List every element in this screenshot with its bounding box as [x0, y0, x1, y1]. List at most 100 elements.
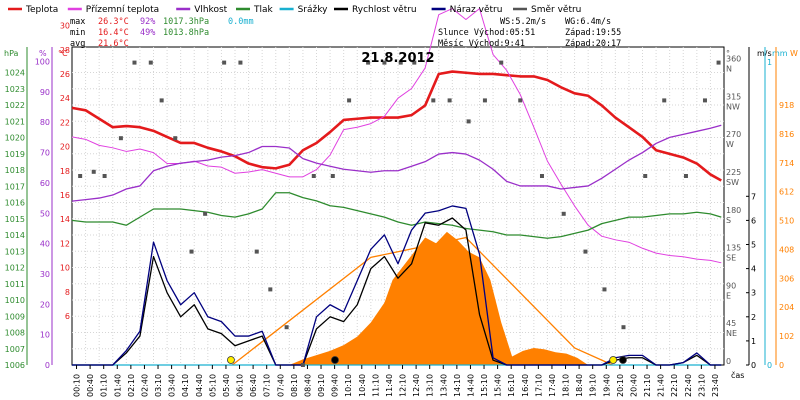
wind-direction-point — [447, 98, 452, 103]
w-tick-label: 408 — [779, 245, 794, 254]
mm-tick-label: 1 — [767, 58, 772, 67]
direction-tick-degrees: 135 — [726, 244, 741, 253]
x-tick-label: 21:10 — [643, 374, 652, 397]
wind-direction-point — [284, 325, 289, 330]
x-axis-label: čas — [731, 370, 744, 380]
degc-tick-label: 20 — [60, 143, 70, 152]
direction-tick-label: SE — [726, 254, 736, 263]
x-tick-label: 14:10 — [453, 374, 462, 397]
direction-tick-label: NE — [726, 329, 737, 338]
ms-tick-label: 0 — [751, 361, 756, 370]
degc-tick-label: 10 — [60, 264, 70, 273]
pct-tick-label: 100 — [35, 58, 50, 67]
x-tick-label: 02:40 — [140, 374, 149, 397]
hpa-tick-label: 1018 — [5, 166, 25, 175]
x-tick-label: 05:40 — [222, 374, 231, 397]
hpa-tick-label: 1012 — [5, 264, 25, 273]
axis-header-pct: % — [39, 49, 47, 58]
x-tick-label: 22:10 — [670, 374, 679, 397]
hpa-tick-label: 1013 — [5, 247, 25, 256]
x-tick-label: 00:40 — [86, 374, 95, 397]
legend-label: Směr větru — [531, 5, 581, 15]
degc-tick-label: 26 — [60, 70, 70, 79]
stat-value: 1017.3hPa — [163, 17, 209, 27]
legend-label: Rychlost větru — [352, 5, 417, 15]
wind-direction-point — [189, 249, 194, 254]
wind-direction-point — [366, 60, 371, 65]
x-tick-label: 12:10 — [399, 374, 408, 397]
degc-tick-label: 12 — [60, 239, 70, 248]
x-tick-label: 18:40 — [575, 374, 584, 397]
w-tick-label: 816 — [779, 130, 794, 139]
direction-tick-degrees: 90 — [726, 281, 736, 290]
wind-direction-point — [268, 287, 273, 292]
x-tick-label: 04:40 — [195, 374, 204, 397]
wind-direction-point — [91, 169, 96, 174]
direction-tick-label: W — [726, 140, 734, 149]
x-tick-label: 17:10 — [534, 374, 543, 397]
degc-tick-label: 28 — [60, 46, 70, 55]
x-tick-label: 15:40 — [494, 374, 503, 397]
axis-header-deg: ° — [726, 49, 730, 58]
wind-direction-point — [662, 98, 667, 103]
wind-direction-point — [398, 60, 403, 65]
wind-direction-point — [412, 60, 417, 65]
wind-direction-point — [347, 98, 352, 103]
w-tick-label: 306 — [779, 274, 794, 283]
x-tick-label: 21:40 — [657, 374, 666, 397]
legend-label: Srážky — [298, 5, 329, 15]
wind-direction-point — [602, 287, 607, 292]
x-tick-label: 03:40 — [168, 374, 177, 397]
wind-direction-point — [518, 98, 523, 103]
stat-value: 49% — [140, 28, 155, 38]
wind-direction-point — [539, 174, 544, 178]
hpa-tick-label: 1024 — [5, 69, 25, 78]
wind-direction-point — [583, 249, 588, 254]
degc-tick-label: 14 — [60, 215, 70, 224]
stat-value: avg — [70, 39, 85, 49]
wind-direction-point — [78, 174, 83, 178]
axis-header-w: W — [790, 49, 798, 58]
degc-tick-label: 6 — [65, 312, 70, 321]
direction-tick-degrees: 315 — [726, 92, 741, 101]
moon-set: Západ:20:17 — [565, 39, 621, 49]
x-tick-label: 07:40 — [276, 374, 285, 397]
x-tick-label: 04:10 — [181, 374, 190, 397]
moon-rise: Měsíc Východ:9:41 — [438, 39, 525, 49]
stat-value: 26.3°C — [98, 17, 129, 27]
x-tick-label: 01:40 — [113, 374, 122, 397]
ms-tick-label: 4 — [751, 265, 756, 274]
axis-header-mm: mm — [772, 49, 788, 58]
wind-direction-point — [102, 174, 107, 178]
ms-tick-label: 3 — [751, 289, 756, 298]
legend-label: Přízemní teplota — [86, 5, 159, 15]
sunset-marker — [609, 356, 618, 364]
wind-direction-point — [148, 60, 153, 65]
hpa-tick-label: 1016 — [5, 199, 25, 208]
hpa-tick-label: 1010 — [5, 296, 25, 305]
hpa-tick-label: 1023 — [5, 85, 25, 94]
stat-value: 16.4°C — [98, 28, 129, 38]
wind-direction-point — [621, 325, 626, 330]
wind-direction-point — [716, 60, 721, 65]
legend-label: Náraz větru — [450, 5, 503, 15]
x-tick-label: 18:10 — [562, 374, 571, 397]
stat-value: max — [70, 17, 85, 27]
wind-direction-point — [643, 174, 648, 178]
moonrise-marker — [331, 356, 339, 364]
degc-tick-label: 16 — [60, 191, 70, 200]
x-tick-label: 13:40 — [439, 374, 448, 397]
x-tick-label: 13:10 — [426, 374, 435, 397]
wg-value: WG:6.4m/s — [565, 17, 611, 27]
wind-direction-point — [203, 211, 208, 216]
w-tick-label: 510 — [779, 217, 794, 226]
direction-tick-degrees: 270 — [726, 130, 741, 139]
x-tick-label: 08:40 — [303, 374, 312, 397]
pct-tick-label: 40 — [40, 240, 50, 249]
mm-tick-label: 0 — [767, 361, 772, 370]
pct-tick-label: 90 — [40, 88, 50, 97]
legend-label: Tlak — [253, 5, 274, 15]
w-tick-label: 612 — [779, 188, 794, 197]
